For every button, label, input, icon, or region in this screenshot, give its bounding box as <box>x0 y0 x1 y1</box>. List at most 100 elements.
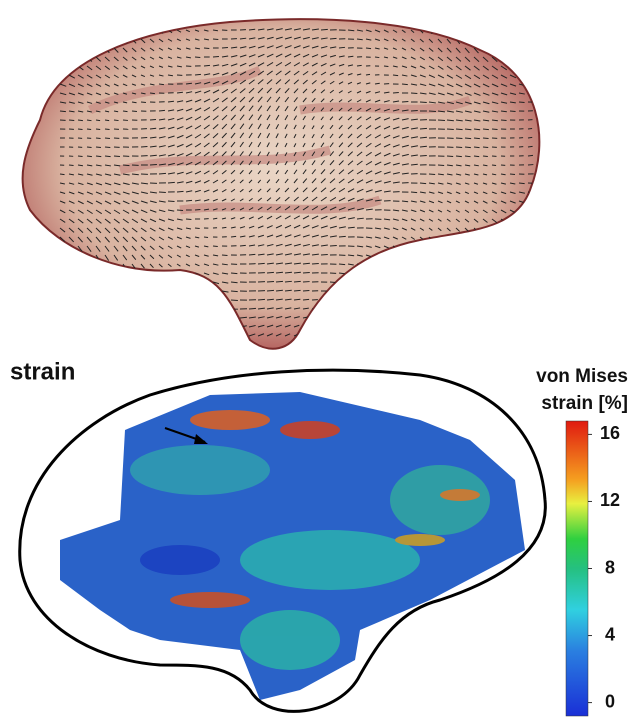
displacement-arrow <box>410 191 418 194</box>
displacement-arrow <box>473 155 480 158</box>
displacement-arrow <box>104 218 111 224</box>
displacement-arrow <box>410 254 415 259</box>
displacement-arrow <box>77 29 83 37</box>
displacement-arrow <box>320 187 327 193</box>
displacement-arrow <box>158 154 166 157</box>
displacement-arrow <box>266 179 271 184</box>
displacement-arrow <box>365 299 371 302</box>
displacement-arrow <box>302 224 310 229</box>
displacement-arrow <box>95 245 101 252</box>
displacement-arrow <box>68 173 74 176</box>
displacement-arrow <box>275 307 283 310</box>
displacement-arrow <box>257 123 262 130</box>
displacement-arrow <box>167 263 172 268</box>
displacement-arrow <box>167 308 173 313</box>
displacement-arrow <box>365 90 371 94</box>
displacement-arrow <box>59 200 66 204</box>
displacement-arrow <box>329 216 337 220</box>
displacement-arrow <box>446 326 453 333</box>
displacement-arrow <box>392 172 400 175</box>
displacement-arrow <box>221 226 227 229</box>
displacement-arrow <box>446 92 454 96</box>
displacement-arrow <box>527 154 534 157</box>
displacement-arrow <box>437 83 445 87</box>
displacement-arrow <box>176 218 183 221</box>
displacement-arrow <box>329 235 337 238</box>
displacement-arrow <box>482 119 490 122</box>
displacement-arrow <box>239 198 244 202</box>
displacement-arrow <box>428 200 435 204</box>
displacement-arrow <box>302 28 310 31</box>
displacement-arrow <box>464 209 470 213</box>
displacement-arrow <box>311 88 317 94</box>
displacement-arrow <box>104 146 111 148</box>
displacement-arrow <box>302 36 310 40</box>
displacement-arrow <box>95 47 101 54</box>
displacement-arrow <box>401 272 406 277</box>
displacement-arrow <box>86 65 93 71</box>
displacement-arrow <box>185 161 193 166</box>
displacement-arrow <box>239 79 247 85</box>
displacement-arrow <box>347 64 354 67</box>
displacement-arrow <box>77 281 82 289</box>
displacement-arrow <box>320 133 325 139</box>
displacement-arrow <box>158 200 166 203</box>
displacement-arrow <box>347 142 353 148</box>
displacement-arrow <box>401 227 407 231</box>
displacement-arrow <box>203 29 209 32</box>
displacement-arrow <box>275 161 279 166</box>
displacement-arrow <box>329 206 337 211</box>
displacement-arrow <box>149 272 154 277</box>
displacement-arrow <box>185 190 193 193</box>
displacement-arrow <box>365 161 373 166</box>
displacement-arrow <box>392 117 400 121</box>
displacement-arrow <box>338 272 345 275</box>
displacement-arrow <box>302 234 310 238</box>
displacement-arrow <box>248 179 253 184</box>
displacement-arrow <box>230 207 235 211</box>
displacement-arrow <box>95 56 102 62</box>
displacement-arrow <box>248 132 253 139</box>
displacement-arrow <box>284 124 288 130</box>
displacement-arrow <box>167 317 174 322</box>
displacement-arrow <box>59 335 65 341</box>
displacement-arrow <box>509 272 515 280</box>
displacement-arrow <box>527 236 535 242</box>
displacement-arrow <box>464 137 472 140</box>
displacement-arrow <box>338 281 345 284</box>
displacement-arrow <box>194 116 202 121</box>
displacement-arrow <box>203 281 210 285</box>
displacement-arrow <box>104 110 110 113</box>
displacement-arrow <box>167 181 175 184</box>
displacement-arrow <box>86 245 92 252</box>
displacement-arrow <box>248 70 256 76</box>
displacement-arrow <box>266 271 274 274</box>
displacement-arrow <box>95 182 103 186</box>
displacement-arrow <box>410 200 417 203</box>
displacement-arrow <box>95 290 100 297</box>
displacement-arrow <box>293 324 300 328</box>
displacement-arrow <box>482 38 488 45</box>
displacement-arrow <box>527 308 533 314</box>
displacement-arrow <box>464 272 469 280</box>
displacement-arrow <box>185 272 191 276</box>
displacement-arrow <box>275 324 283 328</box>
displacement-arrow <box>257 142 262 148</box>
displacement-arrow <box>473 200 479 204</box>
displacement-arrow <box>356 64 362 67</box>
displacement-arrow <box>311 151 316 157</box>
displacement-arrow <box>293 187 299 193</box>
displacement-arrow <box>518 38 525 45</box>
displacement-arrow <box>77 299 82 306</box>
displacement-arrow <box>140 29 146 35</box>
displacement-arrow <box>176 227 183 231</box>
displacement-arrow <box>482 245 488 252</box>
displacement-arrow <box>86 326 91 332</box>
displacement-arrow <box>59 191 66 194</box>
displacement-arrow <box>131 254 137 261</box>
displacement-arrow <box>446 209 451 213</box>
displacement-arrow <box>230 325 238 328</box>
displacement-arrow <box>104 29 110 36</box>
displacement-arrow <box>356 107 362 112</box>
displacement-arrow <box>266 243 274 247</box>
